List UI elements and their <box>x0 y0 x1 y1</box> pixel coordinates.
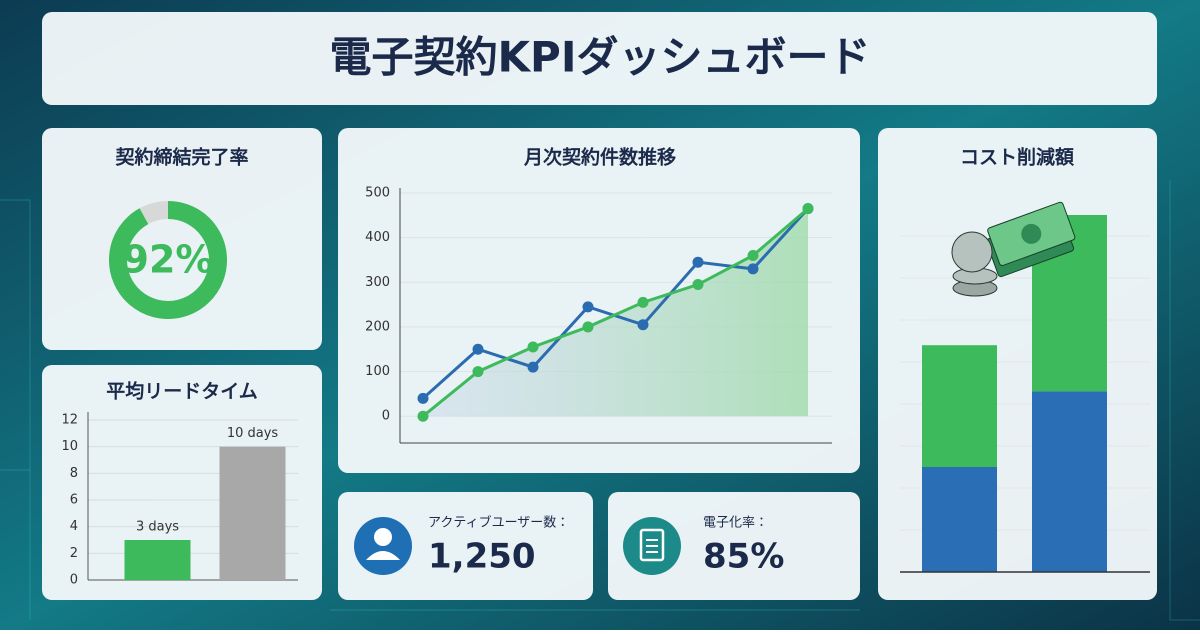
cost-panel <box>878 128 1157 600</box>
area <box>423 208 808 417</box>
kpi-value: 1,250 <box>428 537 536 577</box>
point <box>802 203 814 215</box>
point <box>747 250 759 261</box>
user-icon-body <box>366 551 400 560</box>
point <box>527 341 539 353</box>
point <box>527 361 539 373</box>
y-tick-label: 0 <box>382 409 390 424</box>
point <box>747 263 759 275</box>
point <box>582 321 594 333</box>
bar <box>124 540 191 580</box>
point <box>637 296 649 308</box>
title-panel <box>42 12 1157 105</box>
y-tick-label: 8 <box>70 466 78 481</box>
money-icon <box>951 201 1076 297</box>
y-tick-label: 400 <box>365 230 390 245</box>
y-tick-label: 6 <box>70 493 78 508</box>
y-tick-label: 500 <box>365 186 390 201</box>
kpi-label: アクティブユーザー数： <box>428 515 569 531</box>
chart-title: 平均リードタイム <box>106 380 258 403</box>
donut-arc <box>109 201 227 319</box>
y-tick-label: 2 <box>70 546 78 561</box>
point <box>417 410 429 422</box>
bar-segment <box>1032 391 1107 572</box>
y-tick-label: 100 <box>365 364 390 379</box>
point <box>582 301 594 313</box>
chart-title: 契約締結完了率 <box>115 146 248 169</box>
kpi-value: 85% <box>703 537 784 577</box>
bar-segment <box>922 345 997 467</box>
coin <box>951 231 993 273</box>
point <box>472 343 484 355</box>
kpi-panel <box>608 492 860 600</box>
donut-value: 92% <box>123 238 214 282</box>
point <box>692 279 704 291</box>
value-label: 10 days <box>227 426 279 441</box>
point <box>417 392 429 404</box>
donut-panel <box>42 128 322 350</box>
y-tick-label: 12 <box>61 413 78 428</box>
circuit-lines <box>0 180 1200 621</box>
document-icon-sheet <box>639 528 665 562</box>
value-label: 3 days <box>136 520 179 535</box>
chart-title: 月次契約件数推移 <box>523 146 676 169</box>
y-tick-label: 0 <box>70 573 78 588</box>
y-tick-label: 300 <box>365 275 390 290</box>
bill-seal <box>1021 223 1042 244</box>
chart-title: コスト削減額 <box>960 146 1075 169</box>
user-icon-head <box>374 528 392 546</box>
bar-segment <box>922 467 997 572</box>
kpi-label: 電子化率： <box>703 516 768 531</box>
document-icon-lines <box>646 539 658 553</box>
line <box>422 207 809 418</box>
point <box>637 319 649 331</box>
dashboard-title: 電子契約KPIダッシュボード <box>330 33 871 82</box>
point <box>692 256 704 268</box>
kpi-panel <box>338 492 593 600</box>
y-tick-label: 200 <box>365 319 390 334</box>
point <box>472 366 484 378</box>
y-tick-label: 10 <box>61 439 78 454</box>
y-tick-label: 4 <box>70 519 78 534</box>
bar <box>219 446 286 580</box>
